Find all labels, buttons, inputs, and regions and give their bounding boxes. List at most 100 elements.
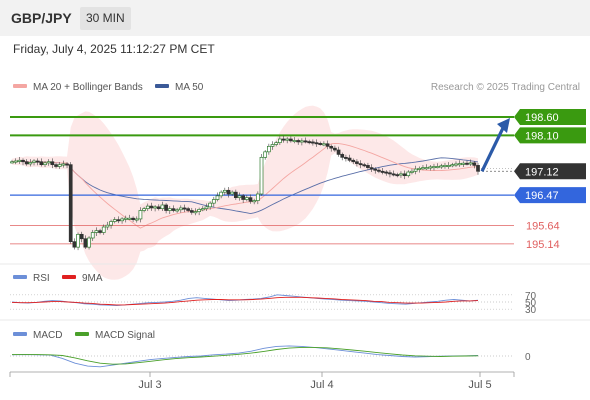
candle-up [274,142,279,145]
candle-down [388,172,392,175]
candle-down [465,162,469,165]
candle-up [160,204,165,210]
candle-down [50,161,55,166]
candle-up [285,138,290,141]
candle-up [138,210,143,220]
candle-down [307,141,312,144]
candle-up [259,156,264,195]
candle-up [175,209,179,212]
candle-down [347,157,352,161]
candle-up [399,173,403,176]
candle-up [322,143,326,146]
candle-up [134,218,139,221]
macd-legend-swatch [13,332,27,336]
candle-down [325,143,330,147]
candle-down [182,207,187,210]
macd-panel: 0 [10,345,531,368]
symbol-title: GBP/JPY [11,10,72,26]
level-tag-198.60 [514,109,586,125]
rsi-ma-line [11,296,479,306]
level-label-196.47: 196.47 [525,190,559,202]
candle-up [123,217,128,220]
candle-down [289,138,293,142]
candle-up [454,163,458,166]
candle-up [90,232,95,239]
candle-down [186,208,190,211]
macd-legend-label: MACD [33,330,62,341]
candle-up [101,226,106,233]
candle-down [149,205,154,209]
candle-down [476,165,480,172]
candle-down [391,173,396,176]
candle-down [189,210,194,213]
candle-up [46,161,51,164]
candle-up [270,144,275,147]
candle-down [226,189,231,195]
candle-up [208,202,212,208]
candle-down [336,149,341,155]
candle-up [197,209,201,212]
candle-down [24,161,29,165]
current-price-tag [514,163,586,180]
level-tag-196.47 [514,187,586,204]
candle-down [377,169,381,172]
header-bar: GBP/JPY 30 MIN [0,0,590,36]
x-tick-label: Jul 3 [138,379,161,391]
x-tick-label: Jul 4 [310,379,333,391]
candle-down [171,208,176,211]
candle-up [450,164,455,167]
rsi-legend-swatch [13,275,27,279]
macd-signal-legend-label: MACD Signal [95,330,155,341]
candle-up [406,171,411,177]
candle-down [358,163,363,166]
interval-badge[interactable]: 30 MIN [80,7,131,30]
candle-up [410,170,414,173]
candle-down [65,163,69,166]
candle-up [43,162,47,166]
candle-up [428,166,433,169]
candle-up [17,159,22,162]
current-price-label: 197.12 [525,166,559,178]
rsi-ma-legend-swatch [62,275,76,279]
candle-down [366,165,370,168]
candle-up [211,199,216,204]
candle-up [244,197,249,200]
candle-up [446,165,451,167]
candle-down [35,160,40,163]
macd-signal-line [12,346,479,365]
candle-down [39,161,44,166]
candle-up [424,167,429,170]
rsi-legend-label: RSI [33,273,50,284]
macd-line [11,345,479,368]
level-tag-198.10 [514,127,586,144]
rsi-level-label-30: 30 [525,305,537,316]
candle-up [204,206,209,210]
candle-up [292,140,297,143]
candle-up [120,218,124,222]
candle-up [28,162,33,165]
candle-down [233,191,238,199]
candle-up [94,230,99,233]
candle-down [362,164,367,167]
candle-up [178,207,183,211]
ma50-line [11,157,479,215]
timestamp: Friday, July 4, 2025 11:12:27 PM CET [13,42,215,56]
ma50-legend-label: MA 50 [175,82,204,93]
candle-up [61,163,66,166]
candle-up [200,208,205,211]
price-panel: 198.60 198.10 196.47 195.64 195.14 197.12 [0,105,590,280]
candle-down [83,238,88,248]
level-label-198.60: 198.60 [525,112,559,124]
candle-down [131,217,135,221]
candle-down [369,167,374,170]
candle-up [153,206,157,209]
candle-up [57,164,62,167]
candle-down [333,147,337,151]
candle-up [142,208,146,211]
candle-up [457,163,462,166]
rsi-ma-legend-label: 9MA [82,273,103,284]
candle-down [72,241,77,248]
x-axis: Jul 3 Jul 4 Jul 5 [9,371,515,391]
